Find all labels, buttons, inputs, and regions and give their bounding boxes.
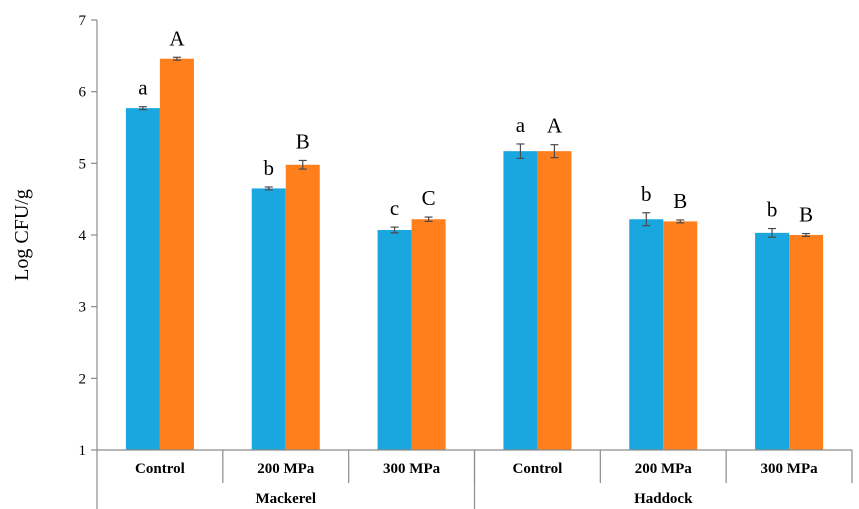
error-bar xyxy=(516,143,525,159)
error-bar xyxy=(642,212,651,227)
significance-label: B xyxy=(799,203,813,227)
error-bar xyxy=(390,226,399,234)
error-bar xyxy=(676,219,685,224)
y-tick-label: 5 xyxy=(79,156,87,172)
significance-label: B xyxy=(296,129,310,153)
error-bar xyxy=(298,159,307,170)
bar xyxy=(159,58,194,450)
bar xyxy=(411,219,446,450)
y-tick-label: 6 xyxy=(79,85,87,101)
y-tick-label: 3 xyxy=(79,300,87,316)
x-category-label: Control xyxy=(513,461,563,477)
x-axis: Control 200 MPa 300 MPa Control 200 MPa 300 M… xyxy=(96,449,853,509)
y-tick-label: 4 xyxy=(79,228,87,244)
significance-label: a xyxy=(516,113,526,137)
x-category-label: Control xyxy=(135,461,185,477)
significance-label: A xyxy=(547,114,563,138)
bar xyxy=(285,164,320,450)
significance-label: A xyxy=(169,26,185,50)
bar xyxy=(629,219,664,450)
error-bar xyxy=(550,144,559,159)
bar xyxy=(755,232,790,450)
y-tick-label: 1 xyxy=(79,443,87,459)
significance-label: b xyxy=(641,182,652,206)
x-group-label: Mackerel xyxy=(255,491,316,507)
y-tick-label: 7 xyxy=(79,13,87,29)
y-axis: 1 2 3 4 5 6 7 xyxy=(79,13,98,459)
bar xyxy=(377,229,412,450)
bar xyxy=(125,108,160,451)
significance-label: b xyxy=(767,198,778,222)
bar xyxy=(251,188,286,450)
x-category-label: 200 MPa xyxy=(635,461,693,477)
error-bar xyxy=(802,232,811,238)
error-bar xyxy=(424,216,433,222)
significance-label: c xyxy=(390,196,399,220)
significance-label: C xyxy=(422,186,436,210)
bar xyxy=(789,235,824,450)
bar xyxy=(663,221,698,450)
significance-label: a xyxy=(138,76,148,100)
y-axis-label: Log CFU/g xyxy=(11,189,33,281)
bar xyxy=(503,151,538,450)
error-bar xyxy=(172,56,181,61)
x-category-label: 300 MPa xyxy=(761,461,819,477)
error-bar xyxy=(768,227,777,238)
x-category-label: 200 MPa xyxy=(257,461,315,477)
bar xyxy=(537,151,572,450)
error-bar xyxy=(138,106,147,111)
error-bar xyxy=(264,186,273,191)
significance-label: b xyxy=(264,156,275,180)
x-group-label: Haddock xyxy=(634,491,693,507)
x-category-label: 300 MPa xyxy=(383,461,441,477)
significance-label: B xyxy=(673,189,687,213)
y-tick-label: 2 xyxy=(79,371,87,387)
